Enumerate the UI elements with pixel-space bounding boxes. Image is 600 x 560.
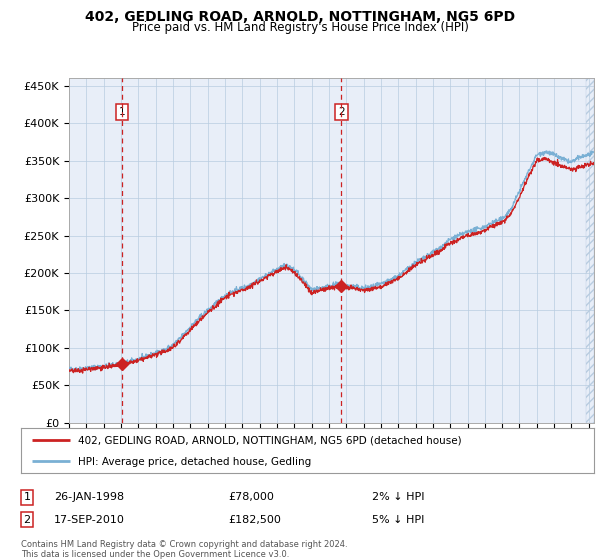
Text: 402, GEDLING ROAD, ARNOLD, NOTTINGHAM, NG5 6PD (detached house): 402, GEDLING ROAD, ARNOLD, NOTTINGHAM, N… (79, 436, 462, 446)
Text: 5% ↓ HPI: 5% ↓ HPI (372, 515, 424, 525)
Text: 402, GEDLING ROAD, ARNOLD, NOTTINGHAM, NG5 6PD: 402, GEDLING ROAD, ARNOLD, NOTTINGHAM, N… (85, 10, 515, 24)
Text: Contains HM Land Registry data © Crown copyright and database right 2024.
This d: Contains HM Land Registry data © Crown c… (21, 540, 347, 559)
Text: 2: 2 (23, 515, 31, 525)
Text: £78,000: £78,000 (228, 492, 274, 502)
Text: 2% ↓ HPI: 2% ↓ HPI (372, 492, 425, 502)
Text: £182,500: £182,500 (228, 515, 281, 525)
Text: 1: 1 (119, 107, 125, 117)
Text: Price paid vs. HM Land Registry's House Price Index (HPI): Price paid vs. HM Land Registry's House … (131, 21, 469, 34)
Text: 2: 2 (338, 107, 344, 117)
Text: 17-SEP-2010: 17-SEP-2010 (54, 515, 125, 525)
Text: 26-JAN-1998: 26-JAN-1998 (54, 492, 124, 502)
Text: 1: 1 (23, 492, 31, 502)
Text: HPI: Average price, detached house, Gedling: HPI: Average price, detached house, Gedl… (79, 456, 311, 466)
